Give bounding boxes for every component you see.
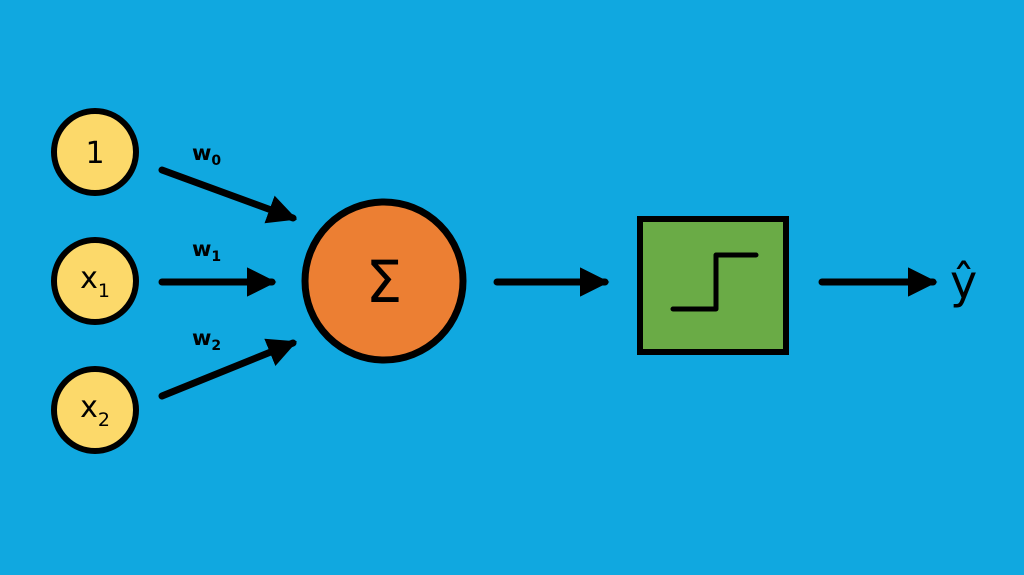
arrow-w0 xyxy=(158,166,298,224)
input-node-x1-label: x1 xyxy=(80,261,110,302)
weight-w2-base: w xyxy=(192,326,211,350)
input-node-x1: x1 xyxy=(51,237,139,325)
input-node-bias-base: 1 xyxy=(85,136,104,171)
summation-node: Σ xyxy=(301,198,467,364)
input-node-x2-label: x2 xyxy=(80,390,110,431)
input-node-x1-sub: 1 xyxy=(98,280,110,302)
summation-symbol: Σ xyxy=(366,248,403,316)
weight-w1-sub: 1 xyxy=(211,249,221,265)
input-node-x2: x2 xyxy=(51,366,139,454)
step-function-icon xyxy=(670,252,759,312)
weight-label-w1: w1 xyxy=(192,237,221,265)
weight-w2-sub: 2 xyxy=(211,338,221,354)
weight-w1-base: w xyxy=(192,237,211,261)
activation-node xyxy=(637,216,789,355)
output-label: ŷ xyxy=(950,255,977,309)
input-node-x1-base: x xyxy=(80,261,98,296)
weight-w0-base: w xyxy=(192,141,211,165)
input-node-bias-label: 1 xyxy=(85,136,104,171)
weight-label-w2: w2 xyxy=(192,326,221,354)
weight-label-w0: w0 xyxy=(192,141,221,169)
weight-w0-sub: 0 xyxy=(211,153,221,169)
input-node-x2-base: x xyxy=(80,390,98,425)
arrow-w2 xyxy=(158,338,298,400)
input-node-bias: 1 xyxy=(51,108,139,196)
input-node-x2-sub: 2 xyxy=(98,409,110,431)
